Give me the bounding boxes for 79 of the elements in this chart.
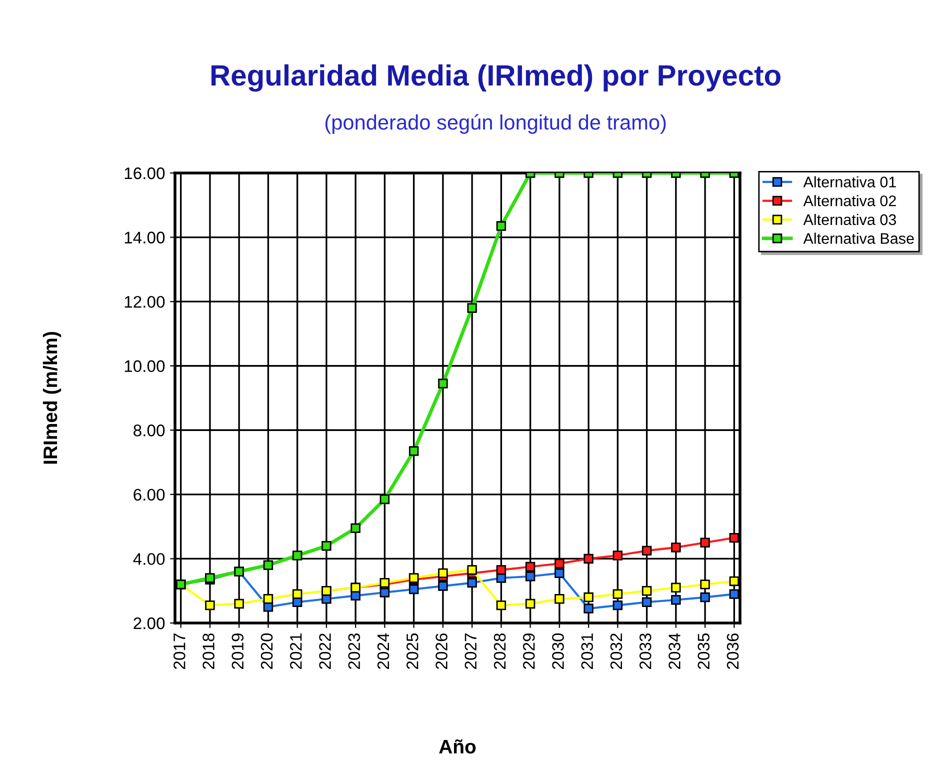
x-tick-label: 2021 <box>290 634 302 669</box>
point <box>205 600 215 610</box>
point <box>496 565 506 575</box>
point <box>584 592 594 602</box>
x-tick-label: 2028 <box>494 633 506 669</box>
x-axis-title: Año <box>439 739 476 754</box>
point <box>350 523 360 534</box>
legend-label: Alternativa Base <box>803 232 914 244</box>
x-tick-label: 2027 <box>464 634 477 669</box>
point <box>263 594 274 604</box>
point <box>292 550 302 560</box>
y-tick-label: 4.00 <box>133 553 165 565</box>
x-tick-label: 2023 <box>348 633 360 669</box>
y-axis-title: IRImed (m/km) <box>42 332 62 464</box>
point <box>612 550 623 560</box>
point <box>671 594 681 605</box>
x-tick-label: 2034 <box>668 633 680 669</box>
x-tick-label: 2025 <box>406 633 418 669</box>
point <box>584 554 594 564</box>
legend-label: Alternativa 02 <box>803 195 896 206</box>
y-tick-label: 12.00 <box>124 296 165 308</box>
point <box>438 568 448 578</box>
point <box>408 584 419 594</box>
legend-label: Alternativa 01 <box>803 176 896 188</box>
point <box>729 532 740 543</box>
point <box>408 446 419 456</box>
point <box>322 594 332 604</box>
point <box>322 540 332 551</box>
x-tick-label: 2020 <box>260 633 273 669</box>
point <box>467 578 477 588</box>
x-tick-label: 2036 <box>726 633 739 669</box>
x-tick-label: 2029 <box>522 634 535 669</box>
point <box>729 589 740 599</box>
point <box>642 546 652 556</box>
x-tick-label: 2032 <box>610 634 622 669</box>
x-tick-label: 2035 <box>698 633 710 669</box>
point <box>671 582 681 593</box>
point <box>525 562 536 572</box>
point <box>729 576 740 586</box>
point <box>263 560 274 570</box>
point <box>612 589 623 599</box>
point <box>496 600 506 610</box>
y-tick-label: 2.00 <box>134 617 165 630</box>
point <box>554 558 564 568</box>
point <box>525 598 536 609</box>
x-tick-label: 2033 <box>639 633 652 669</box>
legend-label: Alternativa 03 <box>803 214 896 226</box>
x-tick-label: 2022 <box>319 634 331 669</box>
y-tick-label: 6.00 <box>134 488 165 501</box>
point <box>438 378 448 388</box>
point <box>642 586 652 596</box>
point <box>700 580 710 590</box>
point <box>612 600 623 610</box>
x-tick-label: 2019 <box>232 634 244 669</box>
x-tick-label: 2026 <box>436 633 448 669</box>
point <box>467 565 477 575</box>
y-tick-label: 16.00 <box>124 167 165 180</box>
y-tick-label: 8.00 <box>134 424 165 436</box>
point <box>700 538 710 548</box>
y-tick-label: 10.00 <box>124 360 165 372</box>
point <box>234 598 244 609</box>
chart-title: Regularidad Media (IRImed) por Proyecto <box>211 64 780 92</box>
x-tick-label: 2017 <box>173 634 186 669</box>
x-tick-label: 2018 <box>202 633 214 669</box>
point <box>642 597 652 607</box>
point <box>554 594 564 604</box>
point <box>438 581 448 591</box>
chart-subtitle: (ponderado según longitud de tramo) <box>325 114 666 134</box>
x-tick-label: 2024 <box>377 633 390 669</box>
x-tick-label: 2031 <box>581 634 594 669</box>
point <box>584 604 594 614</box>
point <box>292 589 302 599</box>
point <box>700 592 710 602</box>
point <box>554 568 564 578</box>
point <box>380 494 390 504</box>
point <box>671 542 681 552</box>
x-tick-label: 2030 <box>552 633 564 669</box>
y-tick-label: 14.00 <box>124 232 165 244</box>
point <box>525 572 536 582</box>
